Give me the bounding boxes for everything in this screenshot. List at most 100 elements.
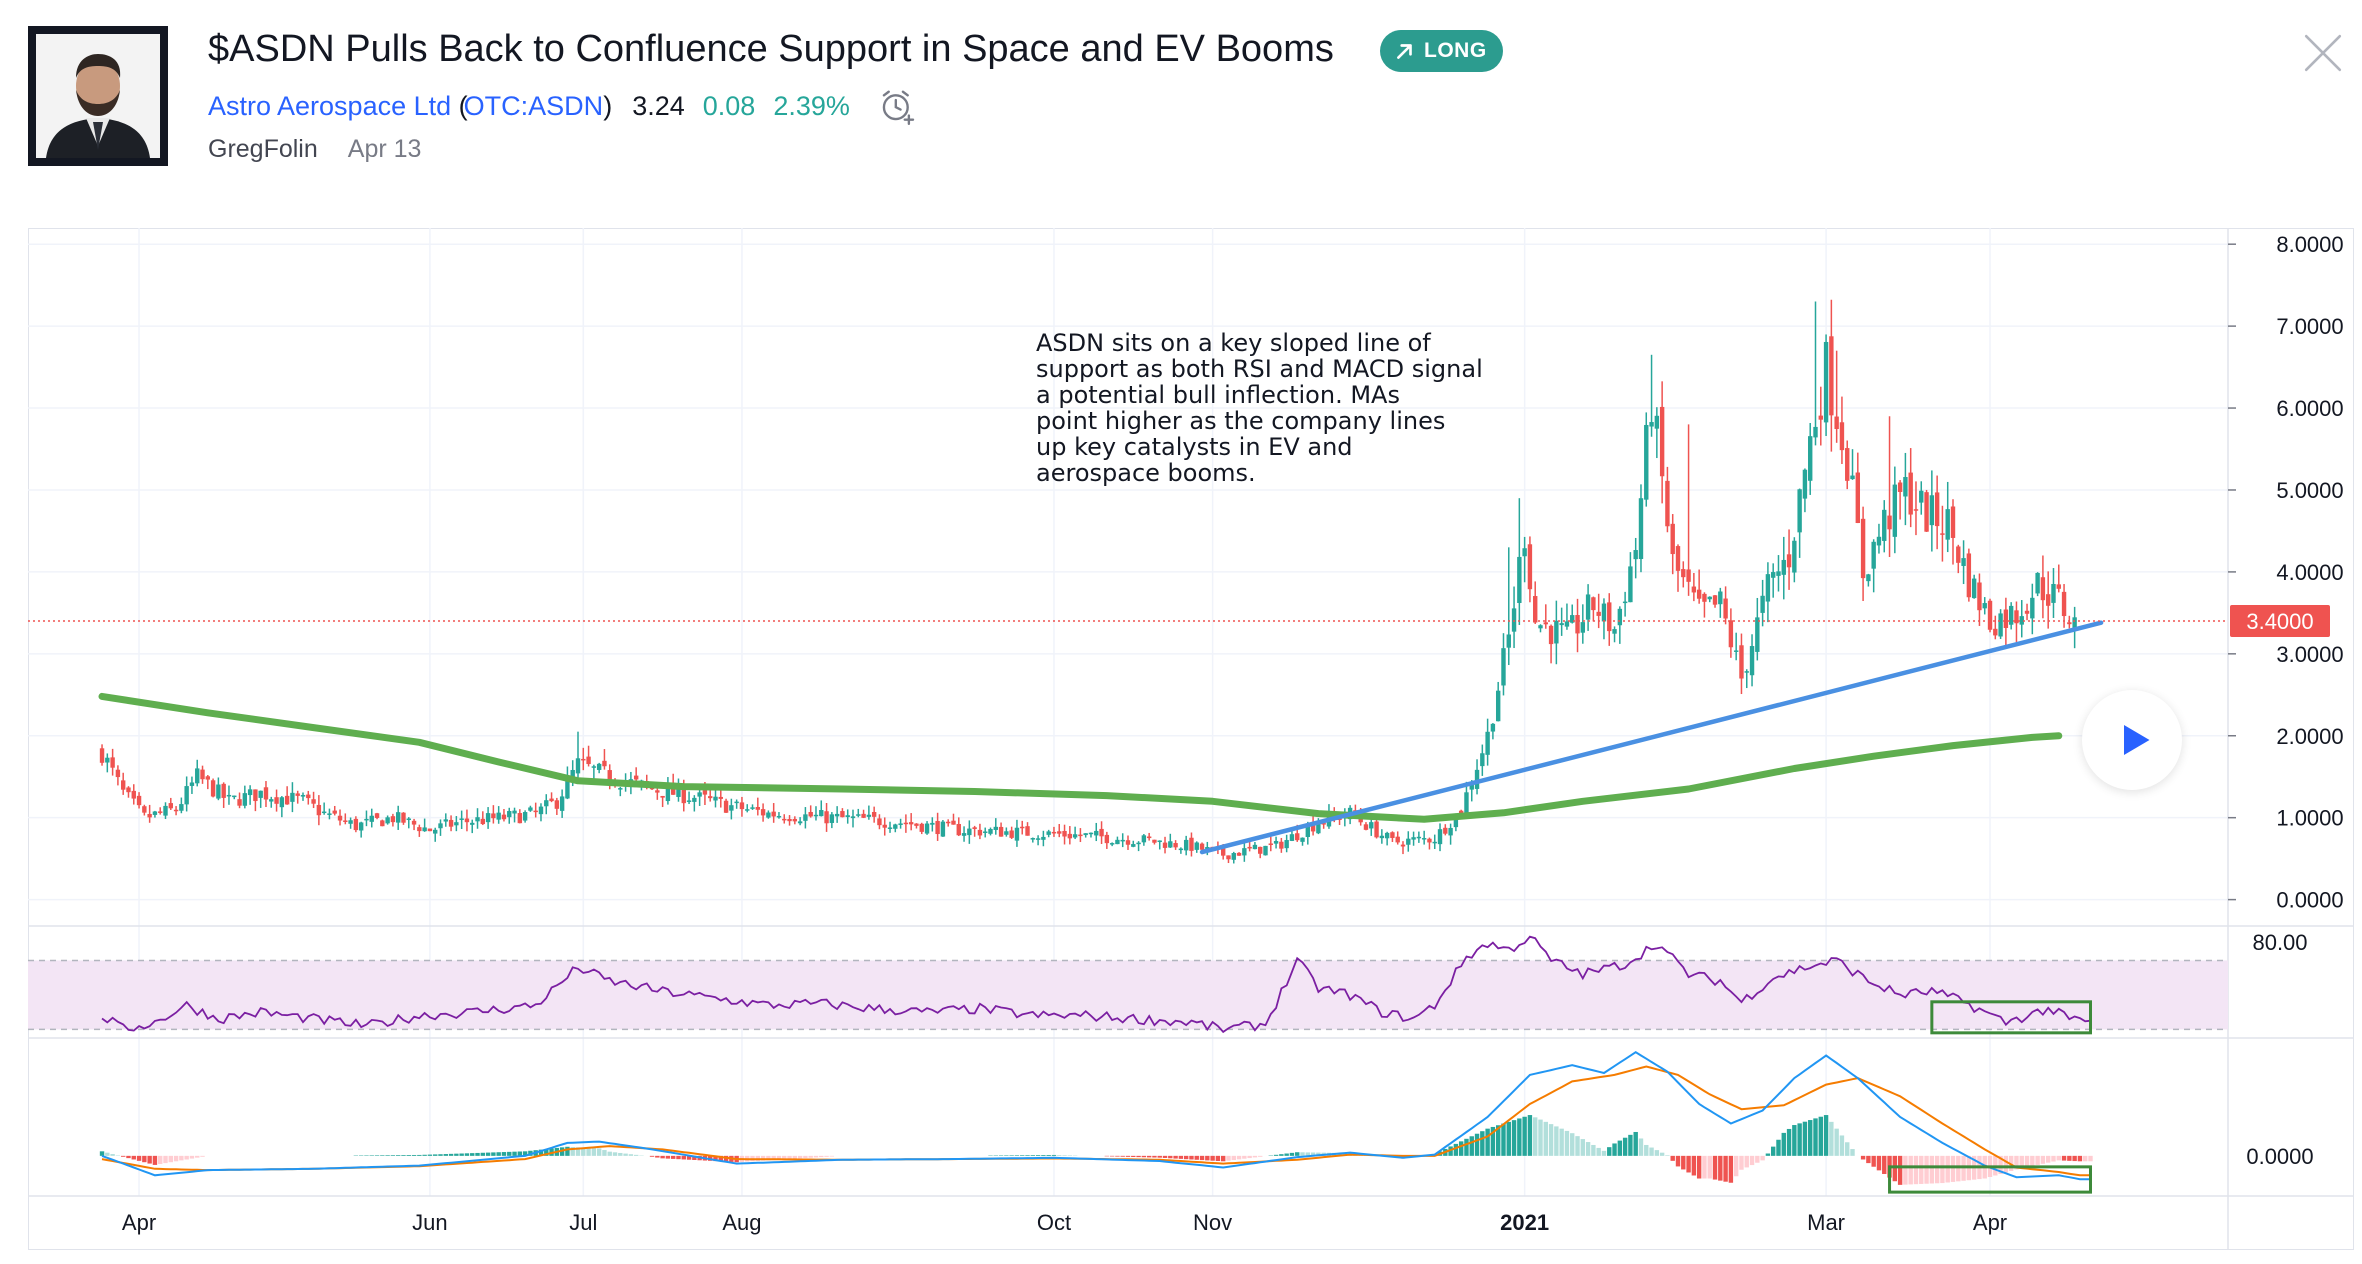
macd-histogram-bar	[1770, 1146, 1776, 1156]
macd-histogram-bar	[829, 1155, 835, 1157]
macd-histogram-bar	[618, 1152, 623, 1156]
time-axis-label: Oct	[1037, 1210, 1071, 1235]
candle-body	[390, 816, 396, 823]
note-line: a potential bull inflection. MAs	[1036, 381, 1400, 409]
note-line: ASDN sits on a key sloped line of	[1036, 329, 1431, 357]
play-icon	[2124, 725, 2150, 755]
macd-histogram-bar	[1755, 1155, 1760, 1163]
candle-body	[1109, 843, 1115, 845]
macd-histogram-bar	[628, 1154, 634, 1156]
author-name[interactable]: GregFolin	[208, 135, 318, 163]
candle-body	[565, 777, 570, 799]
candle-body	[977, 829, 983, 836]
macd-histogram-bar	[443, 1154, 448, 1156]
candle-body	[110, 757, 115, 768]
macd-histogram-bar	[607, 1151, 612, 1156]
macd-histogram-bar	[1712, 1155, 1718, 1180]
candle-body	[729, 805, 734, 811]
macd-histogram-bar	[1818, 1116, 1823, 1156]
candle-body	[1062, 830, 1067, 837]
macd-histogram-bar	[776, 1155, 782, 1160]
candle-body	[792, 818, 798, 822]
play-button[interactable]	[2082, 690, 2182, 790]
candle-body	[1591, 597, 1596, 611]
candle-body	[1786, 554, 1792, 568]
macd-histogram-bar	[163, 1155, 168, 1164]
candle-body	[327, 813, 332, 815]
macd-histogram-bar	[1141, 1155, 1147, 1158]
rsi-line	[101, 935, 2091, 1034]
macd-histogram-bar	[464, 1153, 470, 1156]
macd-histogram-bar	[1533, 1117, 1538, 1156]
macd-histogram-bar	[1152, 1155, 1157, 1158]
candle-body	[1374, 821, 1379, 838]
symbol-ticker[interactable]: OTC:ASDN	[463, 90, 604, 121]
candle-body	[813, 814, 819, 817]
publish-date: Apr 13	[347, 135, 422, 163]
candle-body	[1242, 848, 1247, 856]
candle-body	[1871, 541, 1876, 569]
candle-body	[549, 798, 554, 802]
candle-body	[2003, 609, 2009, 629]
macd-histogram-bar	[1020, 1155, 1025, 1156]
candle-body	[279, 797, 285, 808]
candle-body	[1897, 482, 1903, 492]
macd-histogram-bar	[692, 1155, 697, 1160]
candle-body	[945, 821, 951, 824]
candle-body	[782, 818, 787, 821]
candle-body	[1236, 852, 1242, 856]
macd-histogram-bar	[517, 1151, 523, 1156]
candle-body	[1321, 823, 1326, 825]
candle-body	[1173, 843, 1178, 848]
candle-body	[1934, 492, 1940, 527]
macd-histogram-bar	[475, 1152, 480, 1156]
time-axis-label: Apr	[1973, 1210, 2007, 1235]
candle-body	[956, 823, 961, 836]
candle-body	[1940, 533, 1945, 535]
candle-body	[1258, 846, 1263, 854]
macd-histogram-bar	[665, 1155, 671, 1159]
macd-histogram-bar	[1808, 1120, 1813, 1156]
macd-histogram-bar	[2083, 1155, 2088, 1162]
price-chart[interactable]: 0.0000 1.0000 2.0000 3.0000 4.0000 5.0000 6.00…	[28, 228, 2354, 1250]
alarm-clock-icon[interactable]	[878, 87, 916, 125]
macd-histogram-bar	[1495, 1125, 1501, 1156]
macd-histogram-bar	[1580, 1139, 1586, 1156]
macd-histogram-bar	[1474, 1133, 1480, 1156]
candle-body	[401, 812, 406, 823]
macd-histogram-bar	[591, 1148, 597, 1156]
macd-histogram-bar	[1300, 1152, 1305, 1156]
macd-histogram-bar	[1675, 1155, 1681, 1167]
candle-body	[348, 820, 353, 824]
candle-body	[1728, 620, 1734, 648]
candle-body	[655, 790, 660, 793]
macd-histogram-bar	[195, 1155, 200, 1158]
candle-body	[321, 811, 327, 814]
macd-histogram-bar	[1316, 1152, 1321, 1156]
macd-histogram-bar	[1051, 1154, 1057, 1156]
macd-histogram-bar	[2030, 1155, 2035, 1167]
symbol-name[interactable]: Astro Aerospace Ltd	[208, 90, 452, 121]
macd-histogram-bar	[459, 1153, 464, 1156]
price-axis-label: 5.0000	[2276, 478, 2343, 503]
author-avatar[interactable]	[28, 26, 168, 166]
macd-histogram-bar	[544, 1149, 549, 1156]
candle-body	[935, 820, 940, 835]
candle-body	[1009, 830, 1014, 838]
candle-body	[1168, 841, 1173, 848]
macd-histogram-bar	[2061, 1155, 2067, 1161]
macd-histogram-bar	[581, 1147, 586, 1156]
macd-histogram-bar	[1834, 1128, 1839, 1156]
macd-histogram-bar	[1956, 1155, 1961, 1182]
close-icon[interactable]	[2302, 32, 2344, 74]
candle-body	[332, 810, 337, 814]
candle-body	[1993, 628, 1998, 636]
candle-body	[559, 796, 565, 811]
candle-body	[681, 788, 686, 804]
macd-histogram-bar	[803, 1155, 808, 1159]
candle-body	[1797, 489, 1802, 533]
macd-histogram-bar	[2035, 1155, 2040, 1165]
candle-body	[771, 811, 776, 817]
candle-body	[1649, 422, 1654, 427]
symbol-link[interactable]: Astro Aerospace Ltd (OTC:ASDN)	[208, 91, 612, 122]
